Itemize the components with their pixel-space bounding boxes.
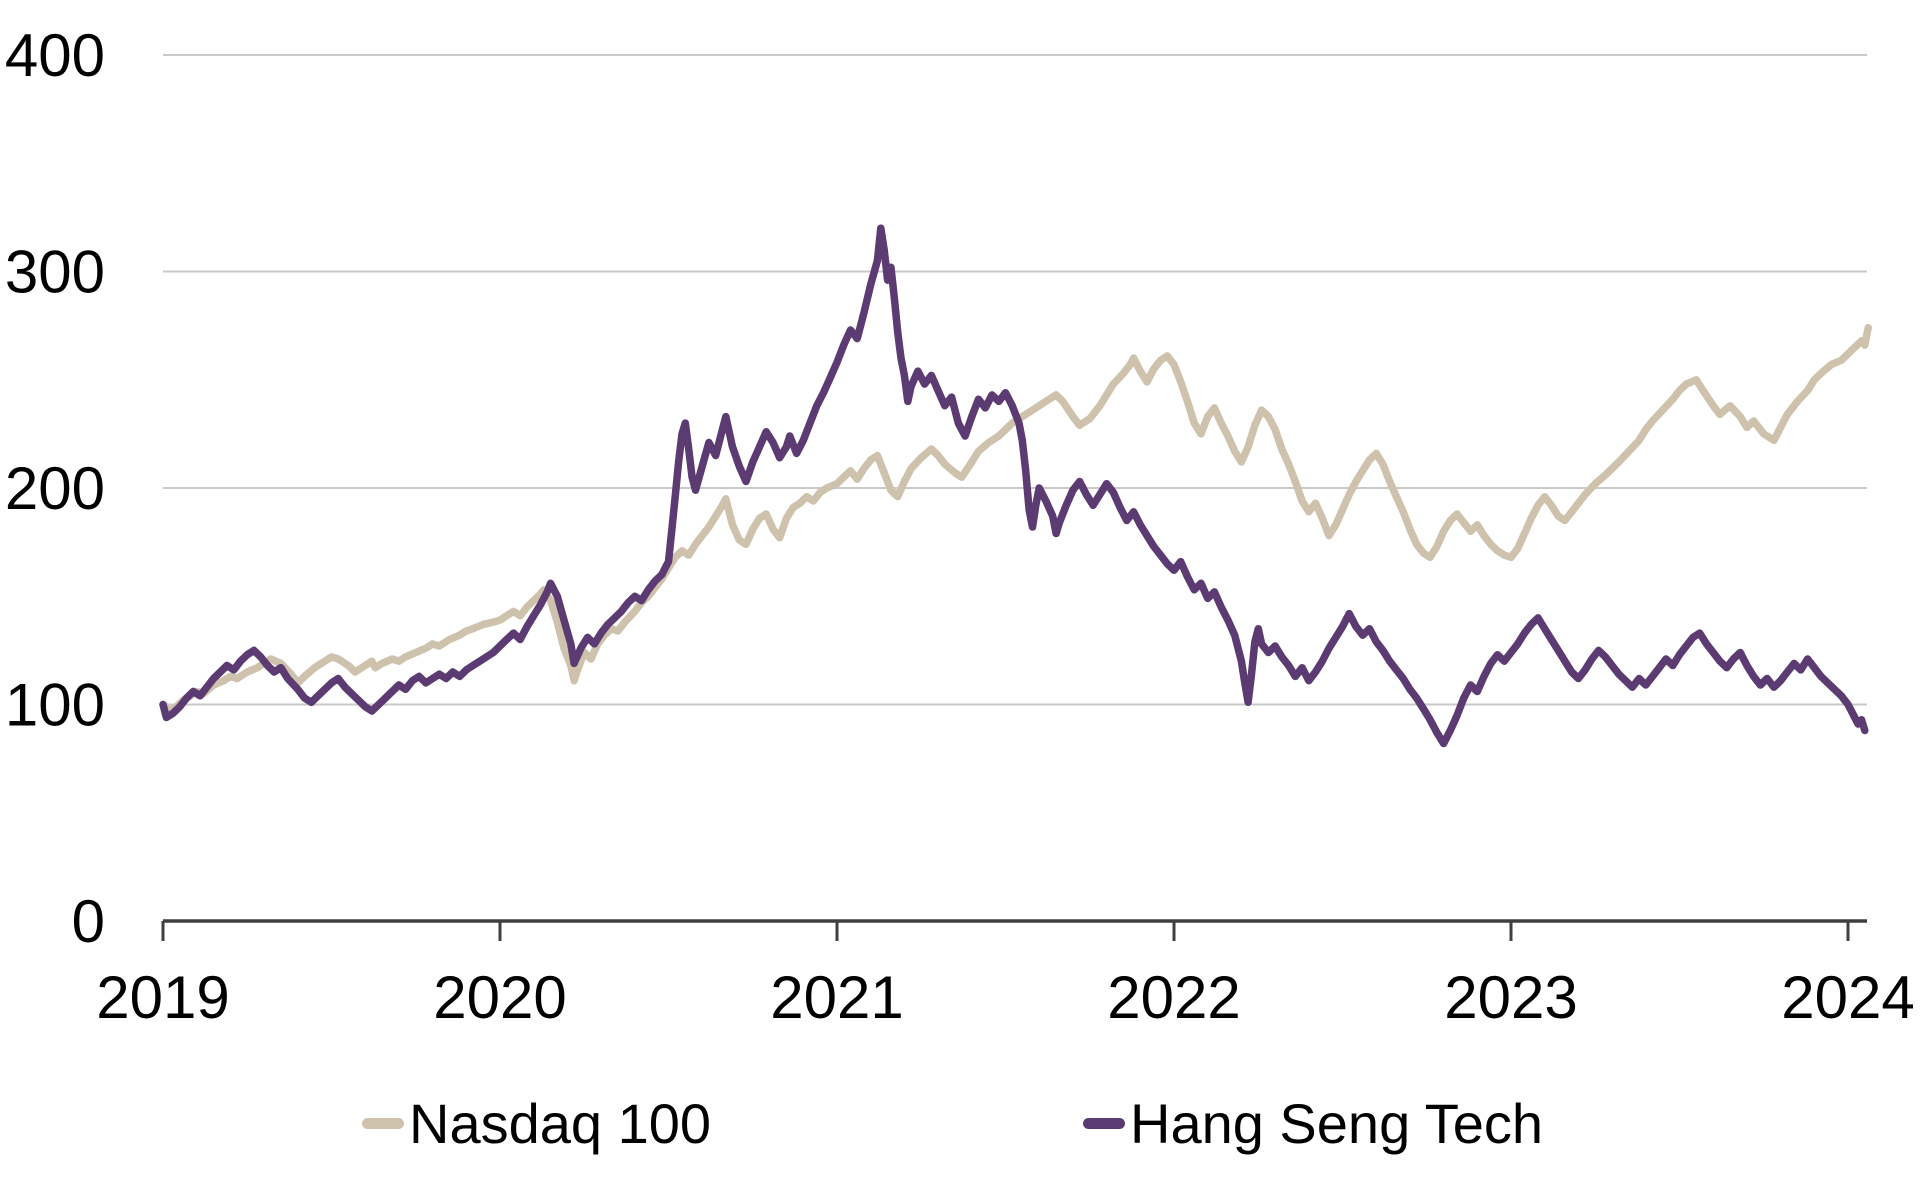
legend: Nasdaq 100 Hang Seng Tech [0, 1088, 1920, 1168]
axes-group [161, 919, 1867, 941]
x-tick-label-2021: 2021 [770, 964, 903, 1031]
gridlines-group [163, 54, 1867, 706]
nasdaq-line-swatch-icon [362, 1117, 404, 1129]
y-tick-label-400: 400 [5, 22, 105, 89]
x-tick-label-2024: 2024 [1781, 964, 1914, 1031]
x-tick-label-2019: 2019 [96, 964, 229, 1031]
legend-item-hang-seng-tech: Hang Seng Tech [1083, 1088, 1543, 1158]
legend-label-nasdaq-100: Nasdaq 100 [409, 1091, 712, 1155]
series-group [159, 224, 1872, 748]
y-tick-label-200: 200 [5, 455, 105, 522]
series-line-hang-seng-tech [159, 224, 1869, 748]
legend-item-nasdaq-100: Nasdaq 100 [362, 1088, 711, 1158]
x-tick-label-2020: 2020 [433, 964, 566, 1031]
series-line-nasdaq-100 [159, 324, 1872, 715]
x-tick-label-2023: 2023 [1444, 964, 1577, 1031]
hang-seng-tech-line-swatch-icon [1083, 1117, 1125, 1129]
x-tick-label-2022: 2022 [1107, 964, 1240, 1031]
y-tick-label-300: 300 [5, 239, 105, 306]
y-tick-label-0: 0 [72, 888, 105, 955]
y-tick-label-100: 100 [5, 672, 105, 739]
legend-label-hang-seng-tech: Hang Seng Tech [1130, 1091, 1544, 1155]
tick-labels-group: 0 100 200 300 400 2019 2020 2021 2022 2023 2024 [5, 22, 1915, 1031]
